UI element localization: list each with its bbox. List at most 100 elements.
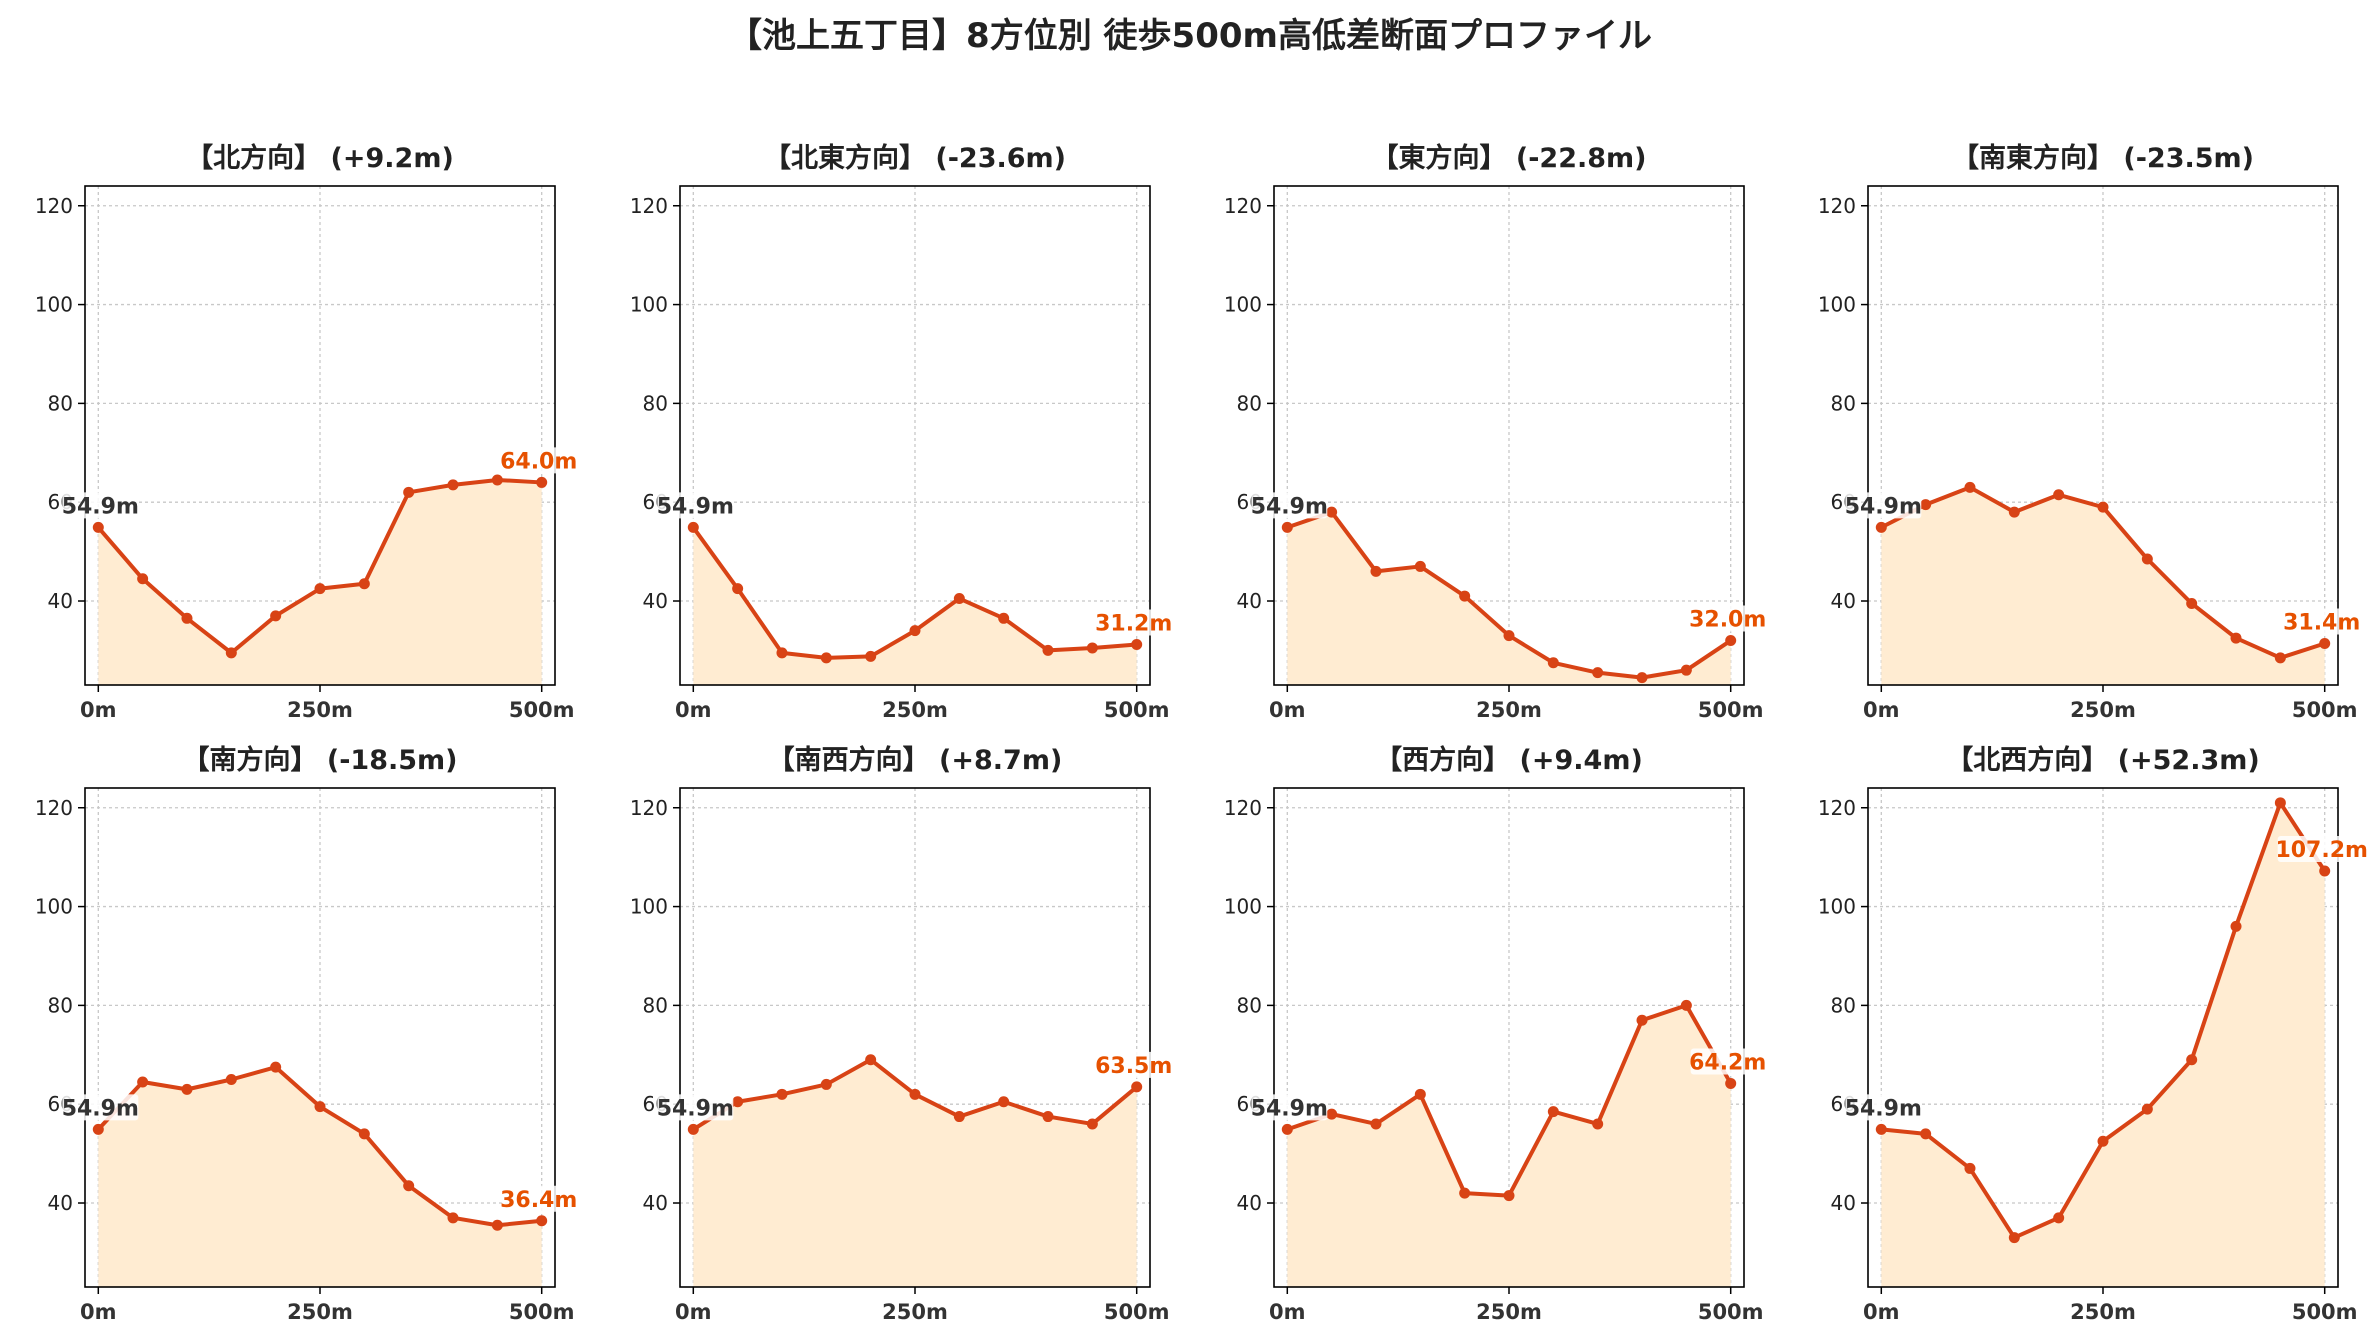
start-label-box — [1251, 492, 1328, 519]
y-tick-label: 120 — [630, 194, 668, 218]
data-point — [536, 1215, 548, 1227]
data-point — [2053, 489, 2065, 501]
start-label-box — [657, 1094, 734, 1121]
data-point — [2186, 597, 2198, 609]
data-point — [732, 583, 744, 595]
x-tick-label: 500m — [2292, 1300, 2358, 1324]
data-point — [2319, 637, 2331, 649]
x-tick-label: 500m — [1698, 1300, 1764, 1324]
y-tick-label: 40 — [48, 1191, 73, 1215]
data-point — [1725, 635, 1737, 647]
start-elevation-label: 54.9m — [1845, 494, 1922, 519]
x-tick-label: 250m — [287, 1300, 353, 1324]
y-tick-label: 100 — [630, 293, 668, 317]
y-tick-label: 120 — [1224, 796, 1262, 820]
start-label-box — [1251, 1094, 1328, 1121]
subplot-title: 【西方向】 (+9.4m) — [1375, 744, 1643, 776]
y-tick-label: 120 — [35, 194, 73, 218]
start-elevation-label: 54.9m — [657, 1096, 734, 1121]
data-point — [820, 1078, 832, 1090]
data-point — [1459, 590, 1471, 602]
data-point — [1281, 1123, 1293, 1135]
data-point — [820, 652, 832, 664]
data-point — [953, 1111, 965, 1123]
data-point — [1042, 1111, 1054, 1123]
data-point — [1920, 1128, 1932, 1140]
data-point — [909, 625, 921, 637]
elevation-area — [693, 1059, 1137, 1287]
start-elevation-label: 54.9m — [62, 1096, 139, 1121]
data-point — [1414, 560, 1426, 572]
x-tick-label: 250m — [1476, 698, 1542, 722]
data-point — [998, 612, 1010, 624]
data-point — [2319, 865, 2331, 877]
data-point — [1964, 481, 1976, 493]
data-point — [1370, 1118, 1382, 1130]
data-point — [1086, 1118, 1098, 1130]
data-point — [1592, 667, 1604, 679]
data-point — [181, 612, 193, 624]
y-tick-label: 40 — [1237, 1191, 1262, 1215]
subplot-title: 【北西方向】 (+52.3m) — [1946, 744, 2259, 776]
data-point — [270, 1061, 282, 1073]
x-tick-label: 500m — [1698, 698, 1764, 722]
x-tick-label: 500m — [1104, 698, 1170, 722]
end-elevation-label: 31.4m — [2283, 610, 2360, 635]
end-label-box — [1690, 1048, 1765, 1075]
y-tick-label: 80 — [643, 993, 668, 1017]
x-tick-label: 500m — [1104, 1300, 1170, 1324]
x-tick-label: 0m — [1269, 1300, 1306, 1324]
y-tick-label: 100 — [35, 293, 73, 317]
data-point — [998, 1096, 1010, 1108]
data-point — [1725, 1077, 1737, 1089]
x-tick-label: 250m — [287, 698, 353, 722]
data-point — [1875, 521, 1887, 533]
data-point — [491, 474, 503, 486]
y-tick-label: 100 — [1224, 895, 1262, 919]
y-tick-label: 120 — [1224, 194, 1262, 218]
data-point — [270, 610, 282, 622]
data-point — [225, 647, 237, 659]
y-tick-label: 120 — [630, 796, 668, 820]
data-point — [92, 1123, 104, 1135]
y-tick-label: 40 — [643, 1191, 668, 1215]
x-tick-label: 0m — [1863, 698, 1900, 722]
data-point — [2141, 553, 2153, 565]
elevation-area — [98, 1067, 542, 1287]
elevation-area — [1287, 512, 1731, 685]
y-tick-label: 120 — [1818, 194, 1856, 218]
x-tick-label: 0m — [1863, 1300, 1900, 1324]
start-elevation-label: 54.9m — [1251, 1096, 1328, 1121]
y-tick-label: 80 — [1831, 993, 1856, 1017]
subplot-title: 【南方向】 (-18.5m) — [182, 744, 457, 776]
x-tick-label: 500m — [509, 698, 575, 722]
data-point — [1086, 642, 1098, 654]
figure-title: 【池上五丁目】8方位別 徒歩500m高低差断面プロファイル — [728, 16, 1652, 56]
x-tick-label: 250m — [2070, 1300, 2136, 1324]
data-point — [1592, 1118, 1604, 1130]
y-tick-label: 120 — [35, 796, 73, 820]
start-label-box — [62, 492, 139, 519]
data-point — [2053, 1212, 2065, 1224]
data-point — [865, 650, 877, 662]
data-point — [447, 479, 459, 491]
subplot-title: 【北東方向】 (-23.6m) — [764, 142, 1066, 174]
y-tick-label: 40 — [643, 589, 668, 613]
data-point — [1131, 1081, 1143, 1093]
data-point — [1370, 565, 1382, 577]
y-tick-label: 40 — [1237, 589, 1262, 613]
x-tick-label: 0m — [675, 1300, 712, 1324]
start-elevation-label: 54.9m — [1845, 1096, 1922, 1121]
data-point — [865, 1054, 877, 1066]
x-tick-label: 500m — [2292, 698, 2358, 722]
x-tick-label: 0m — [675, 698, 712, 722]
subplot-title: 【東方向】 (-22.8m) — [1371, 142, 1646, 174]
y-tick-label: 40 — [1831, 589, 1856, 613]
data-point — [1964, 1162, 1976, 1174]
end-label-box — [1690, 605, 1765, 632]
x-tick-label: 250m — [1476, 1300, 1542, 1324]
data-point — [137, 1076, 149, 1088]
data-point — [687, 521, 699, 533]
